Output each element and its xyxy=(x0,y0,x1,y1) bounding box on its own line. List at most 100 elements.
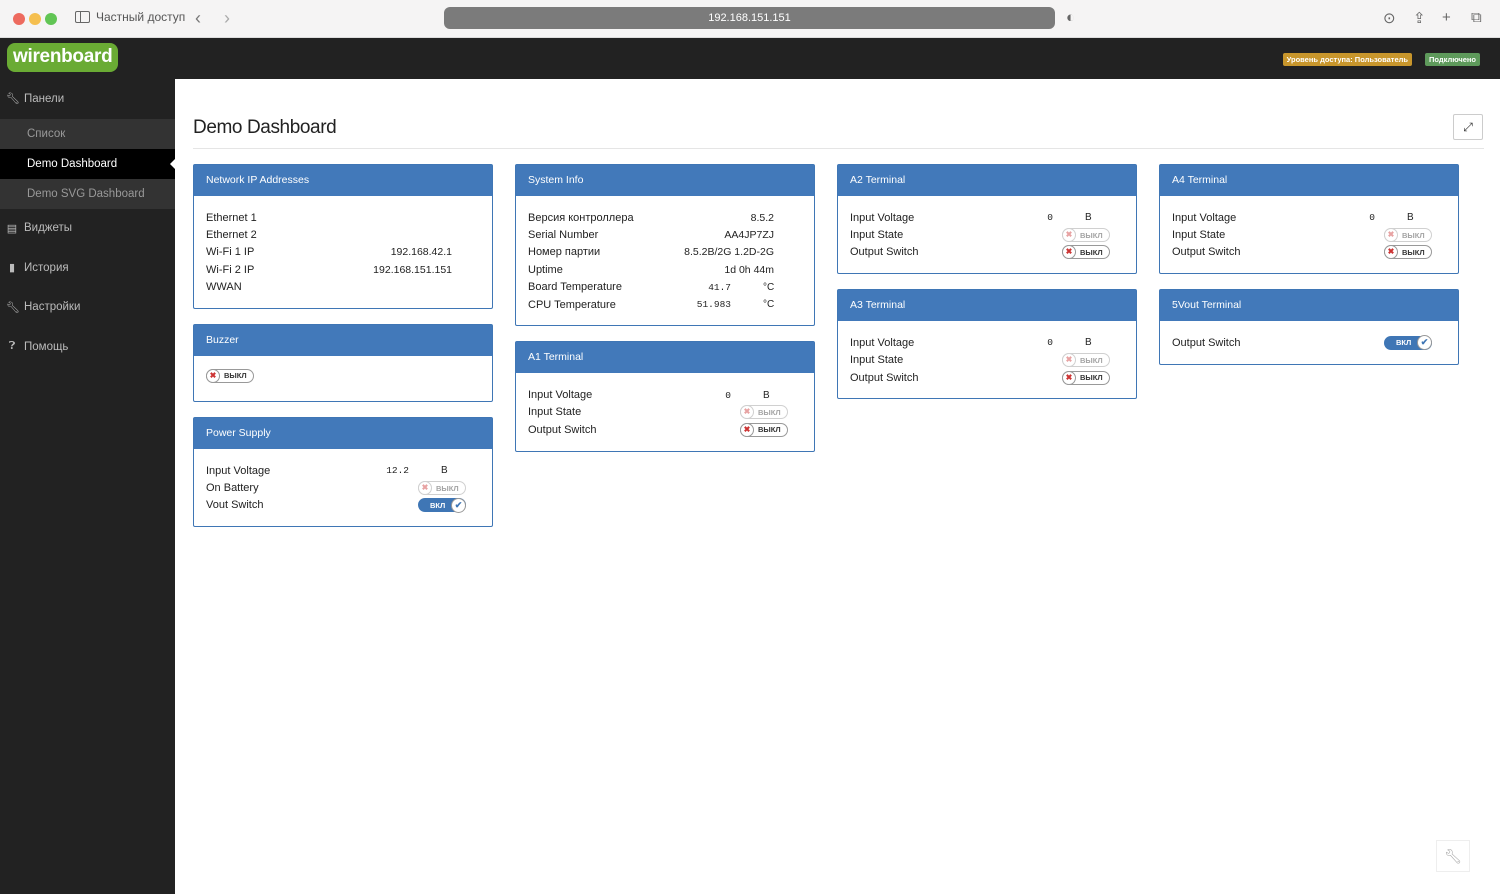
toggle-switch[interactable]: ✖ ВЫКЛ xyxy=(206,368,254,383)
widget-column: A2 Terminal Input Voltage 0 В Input State ✖ ВЫ… xyxy=(837,164,1137,527)
toggle-switch[interactable]: ВКЛ ✔ xyxy=(418,497,466,513)
sidebar-item-settings[interactable]: 🔧︎ Настройки xyxy=(6,301,81,314)
widget-title: A1 Terminal xyxy=(516,342,814,374)
row-label: Версия контроллера xyxy=(528,211,634,224)
row-label: Ethernet 1 xyxy=(206,211,257,224)
cross-icon: ✖ xyxy=(418,481,432,496)
widget-row: Uptime 1d 0h 44m xyxy=(528,261,802,278)
back-icon[interactable]: ‹ xyxy=(195,8,201,28)
toggle-switch[interactable]: ✖ ВЫКЛ xyxy=(1062,245,1110,260)
edit-button[interactable]: 🔧︎ xyxy=(1436,840,1470,872)
download-icon[interactable]: ⊙ xyxy=(1383,10,1396,27)
sidebar-item-history[interactable]: ▮ История xyxy=(0,248,175,288)
widget-body: Output Switch ВКЛ ✔ xyxy=(1160,321,1458,363)
row-label: Input Voltage xyxy=(528,389,593,402)
widget-panel: Buzzer ✖ ВЫКЛ xyxy=(193,323,493,402)
sidebar-item-panels[interactable]: 🔧︎ Панели xyxy=(6,92,65,106)
row-value: 8.5.2B/2G 1.2D-2G xyxy=(684,246,774,259)
row-label: CPU Temperature xyxy=(528,298,616,311)
toggle-switch[interactable]: ✖ ВЫКЛ xyxy=(1062,370,1110,385)
widget-row: Input Voltage 0 В xyxy=(850,209,1124,226)
widget-panel: A4 Terminal Input Voltage 0 В Input State ✖ ВЫ… xyxy=(1159,164,1459,275)
row-value: 0 xyxy=(1047,337,1053,349)
switch-label: ВЫКЛ xyxy=(1402,230,1425,240)
widget-panel: A3 Terminal Input Voltage 0 В Input State ✖ ВЫ… xyxy=(837,289,1137,400)
cross-icon: ✖ xyxy=(740,405,754,420)
cross-icon: ✖ xyxy=(1062,353,1076,368)
widget-panel: System Info Версия контроллера 8.5.2 Serial… xyxy=(515,164,815,327)
toggle-switch[interactable]: ✖ ВЫКЛ xyxy=(740,422,788,437)
help-icon: ❓︎ xyxy=(8,340,16,353)
widget-panel: 5Vout Terminal Output Switch ВКЛ ✔ xyxy=(1159,289,1459,365)
widget-row: Ethernet 1 xyxy=(206,209,480,226)
widget-row: Input Voltage 0 В xyxy=(850,334,1124,351)
row-label: Output Switch xyxy=(850,246,919,259)
widget-body: Input Voltage 12.2 В On Battery ✖ ВЫКЛ Vout Sw… xyxy=(194,449,492,526)
sidebar-item-help[interactable]: ❓︎ Помощь xyxy=(0,327,175,367)
address-bar[interactable]: 192.168.151.151 xyxy=(444,7,1055,29)
row-label: Input Voltage xyxy=(850,211,915,224)
widget-title: A2 Terminal xyxy=(838,165,1136,196)
sidebar-subitem-demo-svg-dashboard[interactable]: Demo SVG Dashboard xyxy=(0,178,175,209)
toggle-switch: ✖ ВЫКЛ xyxy=(1062,228,1110,243)
widget-row: Input State ✖ ВЫКЛ xyxy=(850,226,1124,243)
cross-icon: ✖ xyxy=(1384,245,1398,260)
widget-body: Версия контроллера 8.5.2 Serial Number AA4J… xyxy=(516,196,814,325)
widget-row: WWAN xyxy=(206,279,480,296)
widget-title: 5Vout Terminal xyxy=(1160,290,1458,322)
sidebar-item-widgets[interactable]: ▤ Виджеты xyxy=(6,222,73,235)
widget-row: Board Temperature 41.7 °C xyxy=(528,279,802,296)
cross-icon: ✖ xyxy=(1062,245,1076,260)
toggle-switch[interactable]: ВКЛ ✔ xyxy=(1384,335,1432,351)
toggle-switch: ✖ ВЫКЛ xyxy=(1062,353,1110,368)
widget-row: Wi-Fi 1 IP 192.168.42.1 xyxy=(206,244,480,261)
sidebar-subitem-demo-dashboard[interactable]: Demo Dashboard xyxy=(0,148,175,179)
toggle-switch[interactable]: ✖ ВЫКЛ xyxy=(1384,245,1432,260)
switch-label: ВЫКЛ xyxy=(758,425,781,435)
buzzer-row: ✖ ВЫКЛ xyxy=(206,368,480,389)
widget-panel: A1 Terminal Input Voltage 0 В Input State ✖ ВЫ… xyxy=(515,341,815,452)
bar-chart-icon: ▮ xyxy=(8,262,16,275)
minimize-window-button[interactable] xyxy=(29,13,41,25)
widget-row: Input State ✖ ВЫКЛ xyxy=(850,352,1124,369)
row-label: Input State xyxy=(850,229,904,242)
fullscreen-button[interactable]: ⤢ xyxy=(1453,114,1483,140)
row-unit: В xyxy=(1085,212,1092,224)
widget-column: A4 Terminal Input Voltage 0 В Input State ✖ ВЫ… xyxy=(1159,164,1459,527)
logo[interactable]: wirenboard xyxy=(7,43,119,72)
private-tab[interactable]: Частный доступ xyxy=(75,10,185,24)
switch-label: ВЫКЛ xyxy=(1080,230,1103,240)
row-label: Ethernet 2 xyxy=(206,229,257,242)
widget-row: Vout Switch ВКЛ ✔ xyxy=(206,497,480,514)
cross-icon: ✖ xyxy=(1062,228,1076,243)
row-label: Output Switch xyxy=(850,371,919,384)
dashboard: Demo Dashboard ⤢ Network IP Addresses Eth… xyxy=(193,79,1484,528)
expand-icon: ⤢ xyxy=(1463,120,1473,134)
close-window-button[interactable] xyxy=(13,13,25,25)
row-label: On Battery xyxy=(206,482,259,495)
row-label: Board Temperature xyxy=(528,281,622,294)
widget-row: Serial Number AA4JP7ZJ xyxy=(528,226,802,243)
switch-label: ВЫКЛ xyxy=(758,407,781,417)
widget-body: Input Voltage 0 В Input State ✖ ВЫКЛ Output Sw… xyxy=(838,321,1136,398)
widget-row: Output Switch ✖ ВЫКЛ xyxy=(850,369,1124,386)
row-value: 0 xyxy=(1047,212,1053,224)
new-tab-icon[interactable]: + xyxy=(1442,9,1451,26)
widget-row: Версия контроллера 8.5.2 xyxy=(528,209,802,226)
widget-row: Номер партии 8.5.2B/2G 1.2D-2G xyxy=(528,244,802,261)
cross-icon: ✖ xyxy=(1384,228,1398,243)
zoom-window-button[interactable] xyxy=(45,13,57,25)
switch-label: ВЫКЛ xyxy=(436,483,459,493)
share-icon[interactable]: ⇪ xyxy=(1413,10,1426,27)
page-title: Demo Dashboard xyxy=(193,117,1484,149)
list-icon: ▤ xyxy=(6,222,18,235)
shield-icon[interactable]: ◐ xyxy=(1066,9,1076,26)
tabs-overview-icon[interactable]: ⧉ xyxy=(1471,9,1482,26)
row-value: 1d 0h 44m xyxy=(724,263,774,276)
widget-row: Input Voltage 0 В xyxy=(1172,209,1446,226)
sidebar-subitem-list[interactable]: Список xyxy=(0,118,175,149)
widget-row: Ethernet 2 xyxy=(206,226,480,243)
toggle-switch: ✖ ВЫКЛ xyxy=(1384,228,1432,243)
cross-icon: ✖ xyxy=(1062,370,1076,385)
forward-icon[interactable]: › xyxy=(224,8,230,28)
